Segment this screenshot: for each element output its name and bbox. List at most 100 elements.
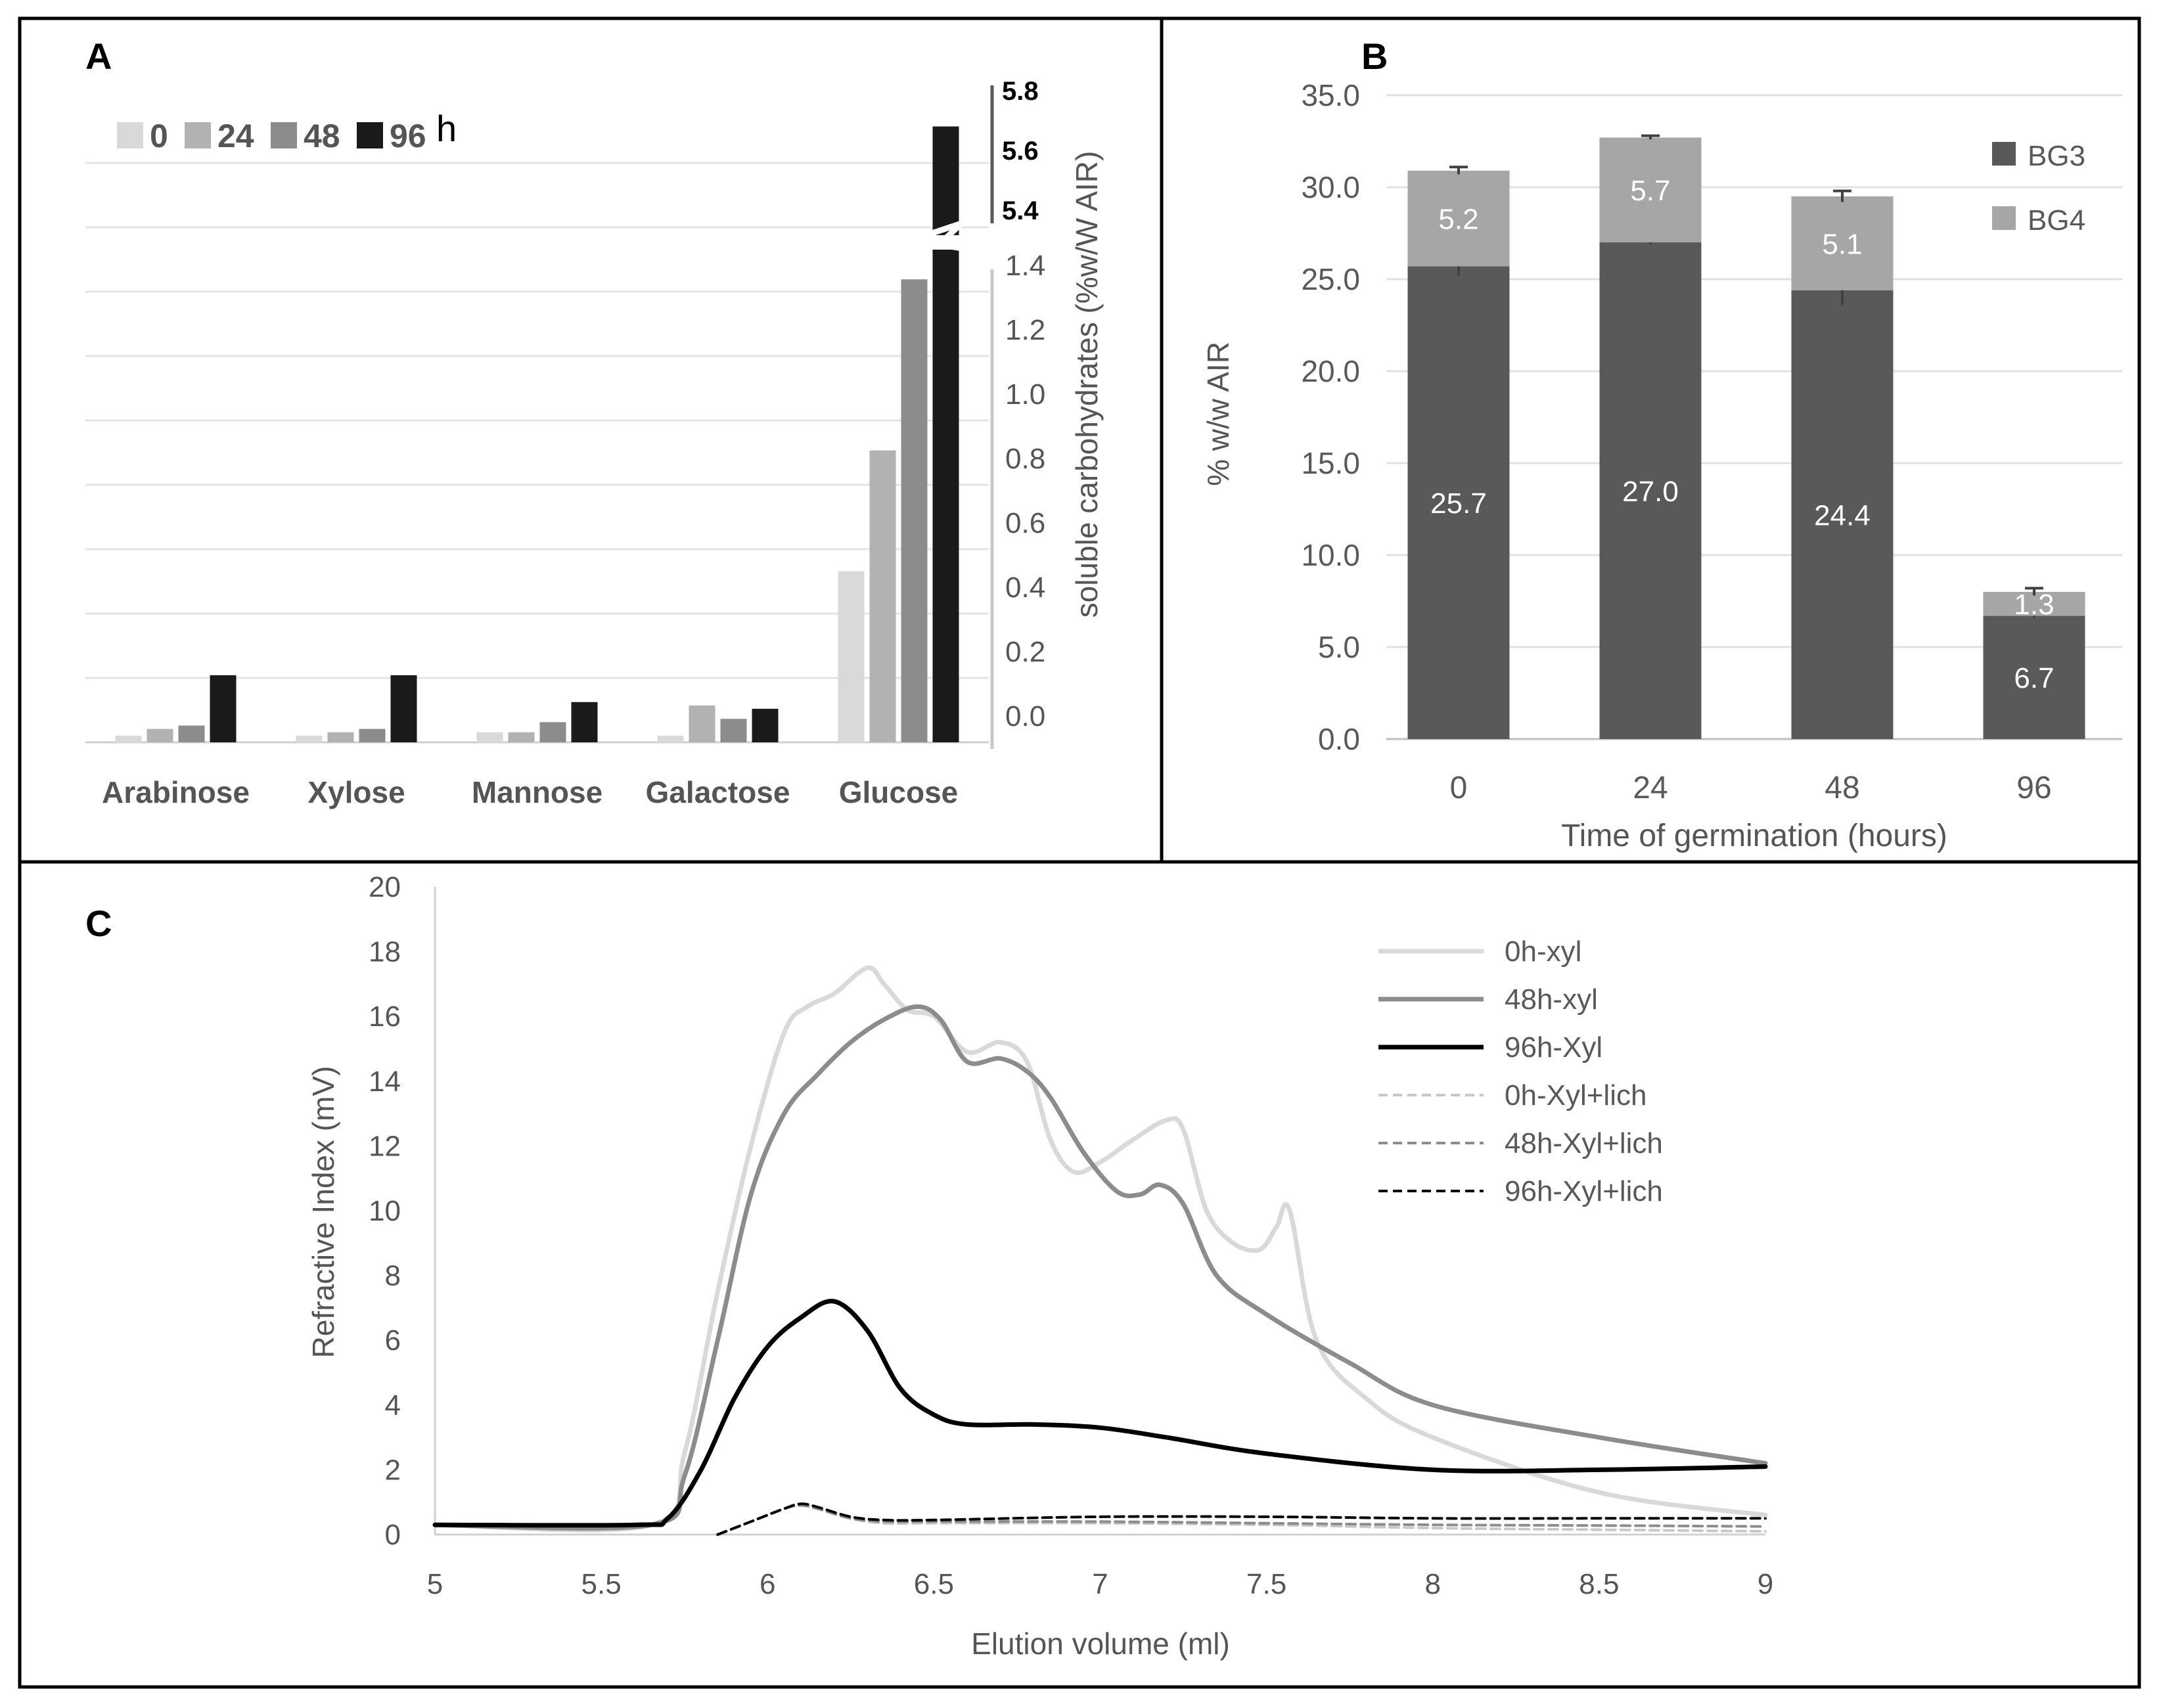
legend-label-a-0: 0: [150, 118, 168, 154]
legend-label-a-96: 96: [390, 118, 426, 154]
x-tick-b: 0: [1450, 771, 1468, 805]
y-tick-b: 35.0: [1301, 78, 1360, 112]
y-tick-a-lower: 1.2: [1005, 314, 1045, 346]
legend-label-b-bg4: BG4: [2028, 204, 2085, 236]
y-tick-b: 30.0: [1301, 170, 1360, 204]
y-tick-a-lower: 0.0: [1005, 700, 1045, 732]
y-axis-title-a: soluble carbohydrates (%w/W AIR): [1070, 151, 1104, 618]
bar-a-0-xylose: [296, 735, 323, 742]
legend-swatch-a-0: [117, 122, 143, 148]
x-tick-c: 8.5: [1579, 1568, 1619, 1600]
value-label-b: 5.7: [1630, 175, 1670, 207]
x-tick-c: 5.5: [581, 1568, 622, 1600]
y-tick-a-lower: 0.2: [1005, 636, 1045, 668]
series-line-c-48h-xyl-lich: [716, 1504, 1767, 1536]
category-label-a: Glucose: [839, 775, 959, 809]
y-tick-a-lower: 0.6: [1005, 507, 1045, 539]
bar-a-48-arabinose: [178, 725, 205, 742]
value-label-b: 5.2: [1438, 204, 1478, 236]
legend-label-c: 96h-Xyl+lich: [1505, 1175, 1663, 1207]
bar-a-24-arabinose: [147, 729, 173, 742]
value-label-b: 6.7: [2014, 662, 2054, 694]
y-tick-c: 8: [385, 1260, 401, 1292]
bar-a-24-galactose: [689, 705, 715, 742]
bar-a-48-glucose: [901, 279, 928, 742]
y-tick-b: 10.0: [1301, 538, 1360, 572]
value-label-b: 5.1: [1822, 228, 1862, 260]
y-tick-c: 18: [369, 936, 401, 968]
y-tick-b: 20.0: [1301, 354, 1360, 388]
y-tick-a-upper: 5.8: [1002, 77, 1039, 106]
bar-b-bg4-24: [1599, 137, 1702, 242]
y-tick-c: 4: [385, 1389, 401, 1422]
series-line-c-96h-xyl: [432, 1299, 1768, 1528]
y-tick-c: 16: [369, 1000, 401, 1033]
axis-break-mark-a: [929, 220, 964, 252]
legend-label-c: 48h-Xyl+lich: [1505, 1127, 1663, 1159]
legend-label-a-24: 24: [217, 118, 254, 154]
x-tick-c: 7.5: [1246, 1568, 1286, 1600]
y-tick-b: 25.0: [1301, 262, 1360, 296]
x-tick-c: 6: [760, 1568, 775, 1600]
y-tick-a-upper: 5.4: [1002, 196, 1039, 225]
bar-a-96-arabinose: [210, 675, 237, 742]
bar-a-48-mannose: [539, 722, 566, 742]
y-tick-c: 20: [369, 871, 401, 903]
bar-a-0-glucose: [838, 571, 865, 742]
category-label-a: Mannose: [472, 775, 602, 809]
panel-b-chart: 0.0 5.0 10.0 15.0 20.0 25.0 30.0 35.0 25.7 5.2 0 27…: [1201, 78, 2122, 853]
x-tick-c: 9: [1758, 1568, 1773, 1600]
bar-a-48-galactose: [720, 719, 747, 742]
legend-unit-a: h: [436, 108, 457, 149]
legend-label-b-bg3: BG3: [2028, 140, 2085, 172]
x-tick-c: 8: [1425, 1568, 1441, 1600]
panel-a-chart: Arabinose Xylose Mannose Galactose Glucose 0.…: [85, 77, 1104, 809]
bar-a-24-mannose: [508, 732, 535, 742]
category-label-a: Arabinose: [102, 775, 250, 809]
bar-b-bg4-48: [1791, 196, 1894, 290]
bar-a-24-xylose: [327, 732, 354, 742]
bar-b-bg4-96: [1983, 592, 2085, 616]
panel-a-letter: A: [85, 35, 112, 77]
bar-a-0-mannose: [476, 732, 503, 742]
legend-label-c: 96h-Xyl: [1505, 1031, 1602, 1064]
legend-swatch-b-bg4: [1992, 206, 2016, 230]
bar-a-96-glucose-upper: [932, 126, 959, 235]
panel-c-chart: 5 5.5 6 6.5 7 7.5 8 8.5 9 0 2 4 6 8 10 12 14 16 18 20 Elutio…: [306, 871, 1773, 1661]
x-tick-c: 6.5: [914, 1568, 954, 1600]
x-tick-b: 24: [1633, 771, 1668, 805]
x-axis-title-c: Elution volume (ml): [971, 1627, 1230, 1661]
bar-b-bg3-48: [1791, 290, 1894, 739]
bar-a-0-galactose: [657, 735, 684, 742]
value-label-b: 27.0: [1622, 476, 1679, 508]
y-tick-c: 2: [385, 1454, 401, 1486]
series-line-c-48h-xyl: [432, 1004, 1768, 1531]
y-axis-title-c: Refractive Index (mV): [306, 1066, 340, 1359]
series-line-c-0h-xyl: [432, 965, 1768, 1533]
value-label-b: 25.7: [1430, 487, 1487, 520]
y-tick-b: 5.0: [1318, 630, 1360, 664]
category-label-a: Xylose: [307, 775, 405, 809]
x-tick-b: 96: [2016, 771, 2051, 805]
bar-a-96-glucose-lower: [932, 250, 959, 742]
legend-swatch-a-96: [357, 122, 383, 148]
bar-b-bg4-0: [1407, 170, 1510, 267]
x-tick-c: 5: [427, 1568, 443, 1600]
y-tick-c: 10: [369, 1195, 401, 1227]
legend-swatch-a-24: [185, 122, 211, 148]
y-tick-a-lower: 0.8: [1005, 443, 1045, 475]
y-tick-a-lower: 1.4: [1005, 250, 1045, 282]
y-tick-c: 14: [369, 1066, 401, 1098]
y-tick-b: 0.0: [1318, 722, 1360, 756]
category-label-a: Galactose: [646, 775, 790, 809]
x-tick-c: 7: [1092, 1568, 1108, 1600]
y-tick-c: 6: [385, 1324, 401, 1357]
bar-b-bg3-24: [1599, 242, 1702, 739]
series-line-c-0h-xyl-lich: [716, 1504, 1767, 1536]
x-axis-title-b: Time of germination (hours): [1561, 819, 1947, 853]
bar-a-48-xylose: [359, 729, 386, 742]
series-line-c-96h-xyl-lich: [716, 1502, 1767, 1536]
bar-a-96-xylose: [390, 675, 417, 742]
bar-a-0-arabinose: [115, 735, 142, 742]
